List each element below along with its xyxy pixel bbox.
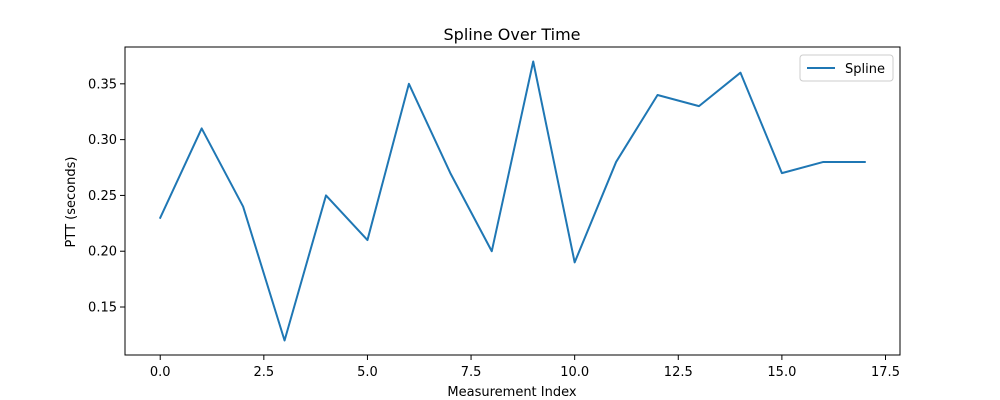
x-tick-label: 2.5 (253, 365, 274, 380)
series-line (158, 60, 866, 342)
y-tick-label: 0.30 (88, 133, 117, 148)
y-tick-label: 0.15 (88, 301, 117, 316)
x-tick-label: 15.0 (767, 365, 796, 380)
x-tick-label: 10.0 (560, 365, 589, 380)
y-axis: 0.15 0.20 0.25 0.30 0.35 (88, 77, 125, 316)
x-tick-label: 7.5 (461, 365, 482, 380)
legend-box (799, 54, 894, 82)
y-tick-label: 0.20 (88, 245, 117, 260)
legend-label: Spline (845, 62, 885, 77)
legend: Spline (799, 54, 894, 82)
x-tick-label: 0.0 (150, 365, 171, 380)
plot-frame (124, 46, 901, 356)
x-tick-label: 17.5 (871, 365, 900, 380)
x-tick-label: 12.5 (664, 365, 693, 380)
x-tick-label: 5.0 (357, 365, 378, 380)
y-tick-label: 0.35 (88, 77, 117, 92)
x-axis-label: Measurement Index (447, 385, 576, 400)
plot-area (158, 60, 866, 342)
y-tick-label: 0.25 (88, 189, 117, 204)
chart-title: Spline Over Time (444, 25, 581, 44)
y-axis-label: PTT (seconds) (64, 157, 79, 248)
x-axis: 0.0 2.5 5.0 7.5 10.0 12.5 15.0 17.5 (150, 355, 900, 380)
